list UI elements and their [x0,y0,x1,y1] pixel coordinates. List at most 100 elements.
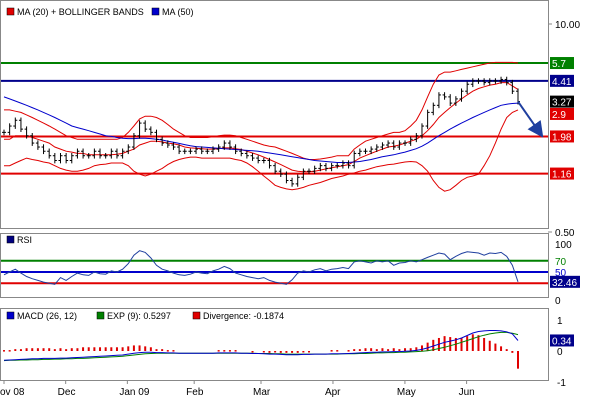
divergence-bar [330,350,333,352]
macd-line [3,330,519,361]
divergence-bar [234,350,237,352]
divergence-bar [48,348,51,351]
last-price-label: 3.27 [552,98,572,109]
rsi-value-label-bg [550,275,580,288]
divergence-bar [466,336,469,351]
price-panel-frame [0,0,549,229]
macd-panel-frame [0,308,549,381]
divergence-bar [172,350,175,352]
divergence-bar [426,342,429,351]
last-price-label-bg [550,95,574,108]
legend-label-exp: EXP (9): 0.5297 [107,311,171,321]
legend-swatch-macd [6,311,15,320]
divergence-bar [449,337,452,351]
divergence-bar [353,349,356,351]
ma50-line [3,96,519,163]
divergence-bar [115,347,118,351]
x-tick-label: Jun [459,387,475,398]
divergence-bar [398,349,401,351]
x-tick-label: Feb [186,387,204,398]
price-legend: MA (20) + BOLLINGER BANDS MA (50) [6,7,194,17]
divergence-bar [296,351,299,353]
divergence-bar [8,350,11,352]
divergence-bar [3,350,5,352]
divergence-bar [138,345,141,351]
divergence-bar [223,350,226,352]
x-tick-label: May [397,387,416,398]
divergence-bar [415,347,418,351]
price-y-tick-label: 10.00 [555,20,580,31]
rsi-y-tick-label: 70 [555,257,567,268]
divergence-bar [99,347,102,351]
divergence-bar [155,349,158,351]
divergence-bar [76,348,79,351]
divergence-bar [387,349,390,351]
band-value-label: 2.9 [552,110,566,121]
divergence-bar [59,348,62,351]
divergence-bar [65,349,68,351]
divergence-bar [104,347,107,351]
divergence-bar [517,351,519,369]
divergence-bar [409,348,412,351]
divergence-bar [274,351,277,353]
divergence-bar [291,351,294,353]
divergence-bar [477,335,480,351]
legend-label-rsi: RSI [17,235,32,245]
divergence-bar [471,334,474,351]
legend-swatch-ma50 [151,7,160,16]
macd-value-label-bg [550,334,574,347]
divergence-bar [262,351,265,353]
divergence-bar [70,348,73,351]
level-label-5-7: 5.7 [552,59,566,70]
divergence-bar [375,349,378,351]
legend-swatch-ma20 [6,7,15,16]
divergence-bar [358,349,361,351]
divergence-bar [42,348,45,351]
level-label-4-41-bg [550,74,574,87]
x-tick-label: Jan 09 [119,387,149,398]
divergence-bar [268,351,271,353]
divergence-bar [432,339,435,351]
macd-value-label: 0.34 [552,336,572,347]
macd-legend: MACD (26, 12) EXP (9): 0.5297 Divergence… [6,311,284,321]
divergence-bar [132,345,135,351]
divergence-bar [420,345,423,351]
divergence-bar [381,348,384,351]
divergence-bar [82,347,85,351]
rsi-panel-frame [0,233,549,298]
legend-swatch-divergence [192,311,201,320]
divergence-bar [31,348,34,351]
macd-y-tick-label: 1 [557,316,563,327]
rsi-y-tick-label: 50 [555,268,567,279]
divergence-bar [36,348,39,351]
divergence-bar [494,343,497,351]
divergence-bar [404,348,407,351]
x-tick-label: Apr [325,387,341,398]
divergence-bar [308,351,311,353]
divergence-bar [87,347,90,351]
divergence-bar [19,349,22,351]
macd-y-tick-label: -1 [557,378,566,389]
legend-label-ma20: MA (20) + BOLLINGER BANDS [17,7,144,17]
divergence-bar [110,347,113,351]
upper-bollinger-band-line [4,61,519,160]
level-label-1-98-bg [550,130,574,143]
divergence-bar [25,348,28,351]
x-tick-label: ov 08 [0,387,25,398]
divergence-bar [149,347,152,351]
divergence-bar [347,350,350,352]
divergence-bar [392,348,395,351]
divergence-bar [53,349,56,351]
level-label-1-16-bg [550,167,574,180]
lower-bollinger-band-line [4,109,519,192]
legend-swatch-rsi [6,235,15,244]
projection-arrow [517,101,544,138]
divergence-bar [14,349,17,351]
divergence-bar [336,350,339,352]
macd-y-tick-label: 0 [557,347,563,358]
band-value-label-bg [550,107,574,120]
legend-label-divergence: Divergence: -0.1874 [203,311,284,321]
divergence-bar [93,347,96,351]
divergence-bar [364,348,367,351]
rsi-line [3,250,519,285]
